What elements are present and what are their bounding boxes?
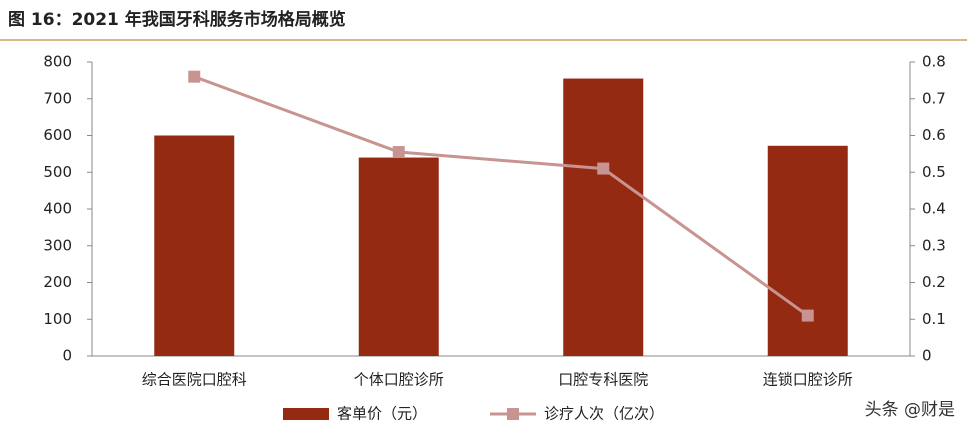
y-tick-label: 700 <box>43 89 72 107</box>
line-marker <box>188 70 201 83</box>
y2-tick-label: 0.2 <box>922 273 946 291</box>
y2-tick-label: 0 <box>922 347 932 365</box>
y-tick-label: 100 <box>43 310 72 328</box>
y2-tick-label: 0.5 <box>922 163 946 181</box>
y-tick-label: 200 <box>43 273 72 291</box>
line-marker <box>801 309 814 322</box>
legend-label: 诊疗人次（亿次） <box>544 405 664 423</box>
x-tick-label: 个体口腔诊所 <box>354 371 444 389</box>
y2-tick-label: 0.7 <box>922 89 946 107</box>
line <box>193 75 809 317</box>
bar <box>563 78 644 356</box>
bar <box>154 135 235 356</box>
watermark: 头条 @财是 <box>865 400 955 420</box>
legend-swatch <box>283 408 329 420</box>
y2-tick-label: 0.8 <box>922 53 946 71</box>
y2-tick-label: 0.6 <box>922 126 946 144</box>
chart-title: 图 16：2021 年我国牙科服务市场格局概览 <box>8 9 346 30</box>
legend-swatch <box>507 408 519 420</box>
y-tick-label: 0 <box>62 347 72 365</box>
x-tick-label: 综合医院口腔科 <box>142 371 247 389</box>
bar <box>767 145 848 356</box>
y2-tick-label: 0.1 <box>922 310 946 328</box>
legend-label: 客单价（元） <box>337 405 427 423</box>
line-marker <box>392 146 405 159</box>
x-tick-label: 连锁口腔诊所 <box>763 371 853 389</box>
line-marker <box>597 162 610 175</box>
y-tick-label: 300 <box>43 236 72 254</box>
y2-tick-label: 0.3 <box>922 236 946 254</box>
x-tick-label: 口腔专科医院 <box>558 371 648 389</box>
y-tick-label: 400 <box>43 200 72 218</box>
bar <box>358 157 439 356</box>
y-tick-label: 800 <box>43 53 72 71</box>
y2-tick-label: 0.4 <box>922 200 946 218</box>
y-tick-label: 600 <box>43 126 72 144</box>
y-tick-label: 500 <box>43 163 72 181</box>
